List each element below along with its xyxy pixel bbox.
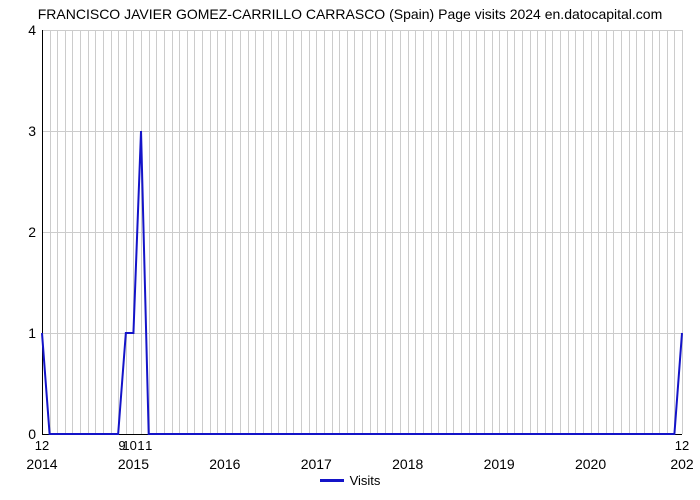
x-tick-label: 2017	[301, 434, 332, 472]
x-tick-label: 2018	[392, 434, 423, 472]
point-value-label: 1	[137, 434, 144, 453]
y-tick-label: 4	[28, 22, 42, 38]
gridline-vertical	[682, 30, 683, 434]
y-tick-label: 2	[28, 224, 42, 240]
x-tick-label: 2020	[575, 434, 606, 472]
chart-title: FRANCISCO JAVIER GOMEZ-CARRILLO CARRASCO…	[0, 6, 700, 22]
point-value-label: 12	[675, 434, 689, 453]
legend-swatch	[320, 479, 344, 482]
x-tick-label: 2016	[209, 434, 240, 472]
line-series	[42, 30, 682, 434]
y-tick-label: 3	[28, 123, 42, 139]
point-value-label: 10	[122, 434, 136, 453]
y-tick-label: 1	[28, 325, 42, 341]
legend: Visits	[0, 472, 700, 488]
x-tick-label: 2019	[484, 434, 515, 472]
point-value-label: 12	[35, 434, 49, 453]
plot-area: 0123420142015201620172018201920202021291…	[42, 30, 682, 434]
legend-label: Visits	[350, 473, 381, 488]
point-value-label: 1	[145, 434, 152, 453]
